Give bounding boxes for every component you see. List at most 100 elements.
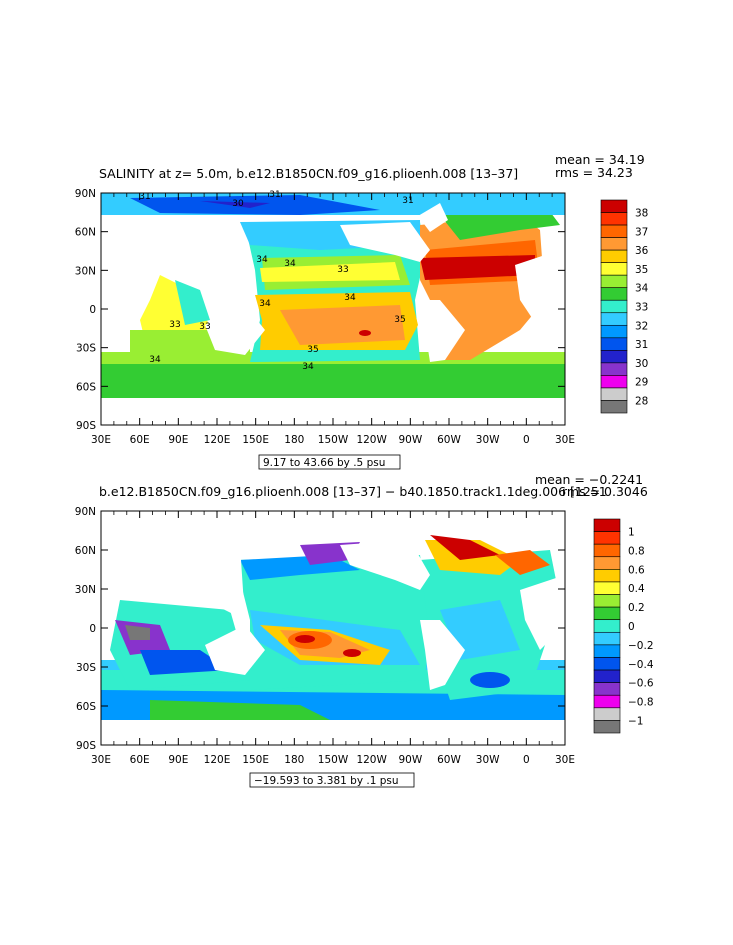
map2-colorbar-swatch — [593, 707, 621, 721]
map1-xtick-label: 120E — [204, 434, 231, 446]
map1-contour-label: 33 — [169, 320, 180, 330]
map1-colorbar-label: 30 — [635, 358, 648, 370]
map1-colorbar-swatch — [600, 237, 628, 251]
map1-colorbar-label: 33 — [635, 302, 648, 314]
map2-colorbar-swatch — [593, 581, 621, 595]
map2-colorbar-label: 0.6 — [628, 564, 645, 576]
map2-range-box — [249, 772, 415, 788]
map1-colorbar-swatch — [600, 249, 628, 263]
map1-range-box — [258, 454, 401, 470]
map2-colorbar-swatch — [593, 518, 621, 532]
map2-colorbar-swatch — [593, 644, 621, 658]
map1-range-label: 9.17 to 43.66 by .5 psu — [263, 457, 385, 469]
map1-ytick-label: 60N — [75, 227, 96, 239]
map1-ytick-label: 30S — [76, 343, 96, 355]
map2-colorbar-label: −0.4 — [628, 659, 654, 671]
map1-x-axis: 30E 60E 90E 120E 150E 180 150W 120W 90W 60W 30W 0 30… — [91, 193, 575, 446]
map1-y-axis: 90N 60N 30N 0 30S 60S 90S — [75, 188, 565, 432]
map2-xtick-label: 30E — [555, 754, 575, 766]
map1-xtick-label: 30W — [476, 434, 500, 446]
map2-ytick-label: 30S — [76, 662, 96, 674]
map2-colorbar-swatch — [593, 669, 621, 683]
map1-contour-label: 33 — [199, 322, 210, 332]
map2-colorbar: 1 0.8 0.6 0.4 0.2 0 −0.2 −0.4 −0.6 −0.8 −1 — [593, 518, 654, 734]
map1-contour-label: 34 — [344, 293, 356, 303]
map2-colorbar-label: −0.2 — [628, 640, 654, 652]
map1-colorbar: 38 37 36 35 34 33 32 31 30 29 28 — [600, 199, 649, 414]
map1-contour-labels: 31 31 31 30 34 34 33 33 34 35 35 34 34 33 34 — [139, 190, 413, 372]
map1-colorbar-swatch — [600, 362, 628, 376]
map1-colorbar-swatch — [600, 287, 628, 301]
map1-colorbar-label: 32 — [635, 320, 648, 332]
map1-contour-label: 34 — [256, 255, 268, 265]
map1-colorbar-swatch — [600, 212, 628, 226]
map1-xtick-label: 60E — [130, 434, 150, 446]
map2-colorbar-swatch — [593, 531, 621, 545]
map1-xtick-label: 90W — [398, 434, 422, 446]
map1-ytick-label: 30N — [75, 265, 96, 277]
map2-range-label: −19.593 to 3.381 by .1 psu — [254, 775, 399, 787]
map1-field — [101, 193, 565, 425]
map1-xtick-label: 90E — [168, 434, 188, 446]
map2-colorbar-label: −0.6 — [628, 678, 654, 690]
map1-colorbar-swatch — [600, 224, 628, 238]
map2-colorbar-swatch — [593, 556, 621, 570]
map1-xtick-label: 60W — [437, 434, 461, 446]
map2-colorbar-swatch — [593, 720, 621, 734]
map2-colorbar-swatch — [593, 657, 621, 671]
map1-contour-label: 34 — [302, 362, 314, 372]
map1-colorbar-swatch — [600, 400, 628, 414]
map2-ytick-label: 0 — [89, 623, 96, 635]
map1-contour-label: 35 — [307, 345, 318, 355]
map1-colorbar-swatch — [600, 375, 628, 389]
map1-xtick-label: 30E — [555, 434, 575, 446]
map1-colorbar-swatch — [600, 274, 628, 289]
map1-colorbar-swatch — [600, 387, 628, 401]
map1-contour-label: 34 — [259, 299, 271, 309]
map2-xtick-label: 180 — [284, 754, 304, 766]
map2-field — [101, 511, 565, 745]
map1-xtick-label: 150W — [318, 434, 349, 446]
map2-rms: rms = 0.3046 — [562, 484, 648, 499]
map1-rms: rms = 34.23 — [555, 165, 633, 180]
map1-colorbar-label: 37 — [635, 226, 648, 238]
map1-colorbar-swatch — [600, 324, 628, 339]
map1-contour-label: 30 — [232, 199, 244, 209]
map1-ytick-label: 90N — [75, 188, 96, 200]
map2-ytick-label: 60N — [75, 545, 96, 557]
map2-xtick-label: 0 — [523, 754, 530, 766]
map2-y-axis: 90N 60N 30N 0 30S 60S 90S — [75, 506, 565, 752]
map2-xtick-label: 150W — [318, 754, 349, 766]
map2-colorbar-label: 0.4 — [628, 583, 645, 595]
map2-x-axis: 30E 60E 90E 120E 150E 180 150W 120W 90W 60W 30W 0 30… — [91, 511, 575, 766]
map1-colorbar-label: 34 — [635, 283, 649, 295]
map1-colorbar-label: 38 — [635, 208, 648, 220]
map2-colorbar-swatch — [593, 606, 621, 621]
map1-mean: mean = 34.19 — [555, 152, 645, 167]
map1-xtick-label: 180 — [284, 434, 304, 446]
map1-colorbar-label: 36 — [635, 245, 649, 257]
map2-colorbar-swatch — [593, 594, 621, 608]
map2-colorbar-label: 0.8 — [628, 545, 645, 557]
map2-colorbar-swatch — [593, 631, 621, 646]
map1-ytick-label: 90S — [76, 420, 96, 432]
map2-xtick-label: 60E — [130, 754, 150, 766]
map2-mean: mean = −0.2241 — [535, 472, 643, 487]
map2-colorbar-label: 0.2 — [628, 602, 645, 614]
map1-colorbar-label: 29 — [635, 377, 648, 389]
map2-colorbar-label: −1 — [628, 715, 643, 727]
map1-xtick-label: 120W — [356, 434, 387, 446]
map2-colorbar-label: 1 — [628, 527, 635, 539]
map1-xtick-label: 30E — [91, 434, 111, 446]
map2-ytick-label: 90N — [75, 506, 96, 518]
map1-colorbar-swatch — [600, 299, 628, 314]
map2-xtick-label: 30W — [476, 754, 500, 766]
map1-contour-label: 31 — [269, 190, 280, 200]
map1-colorbar-swatch — [600, 350, 628, 364]
map2-ytick-label: 30N — [75, 584, 96, 596]
map2-colorbar-swatch — [593, 682, 621, 696]
map1-colorbar-swatch — [600, 262, 628, 276]
map1-contour-label: 31 — [139, 192, 150, 202]
map2-colorbar-label: 0 — [628, 621, 635, 633]
